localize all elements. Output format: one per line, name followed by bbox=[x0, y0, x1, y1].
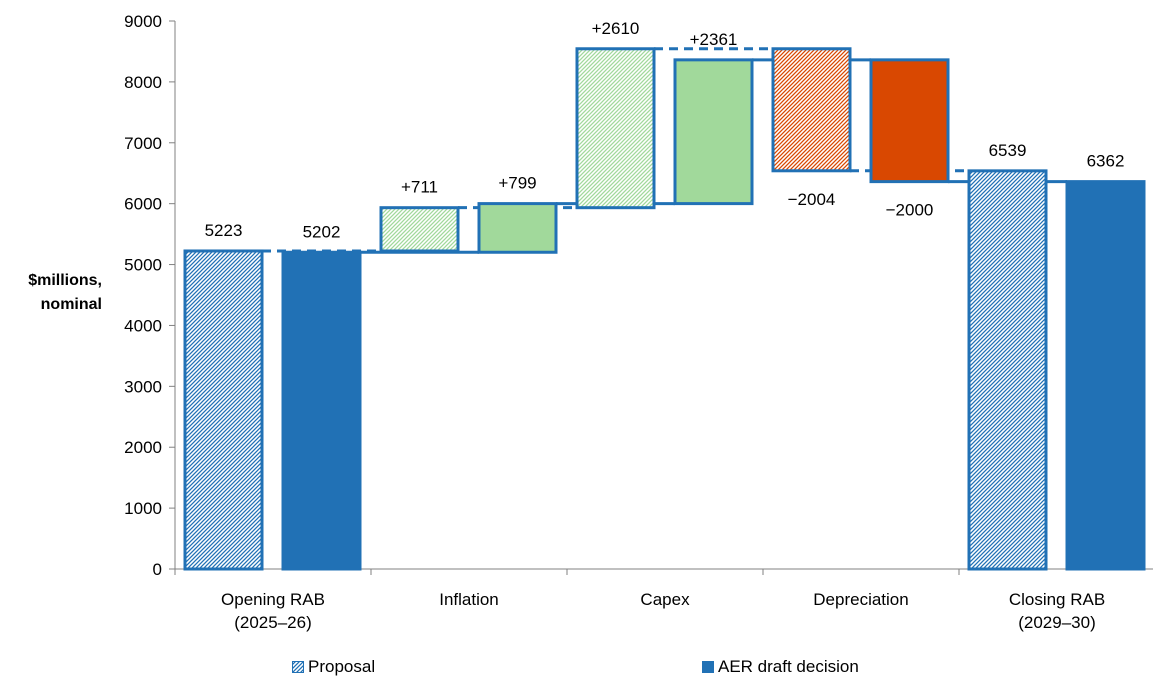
data-label: +2610 bbox=[592, 19, 640, 38]
bar-aer-draft-decision-2 bbox=[673, 58, 754, 206]
legend-item-proposal: Proposal bbox=[292, 657, 375, 677]
data-label: 5202 bbox=[303, 222, 341, 241]
y-tick-label: 9000 bbox=[124, 12, 162, 31]
y-tick-label: 8000 bbox=[124, 73, 162, 92]
data-label: 6539 bbox=[989, 141, 1027, 160]
y-tick-label: 4000 bbox=[124, 316, 162, 335]
y-tick-label: 5000 bbox=[124, 256, 162, 275]
data-label: +711 bbox=[401, 178, 438, 197]
legend-swatch-aer bbox=[702, 661, 714, 673]
x-tick-label: Inflation bbox=[439, 590, 499, 609]
data-label: −2000 bbox=[886, 201, 934, 220]
legend-item-aer-draft-decision: AER draft decision bbox=[702, 657, 859, 677]
y-tick-label: 2000 bbox=[124, 438, 162, 457]
bar-proposal-4 bbox=[967, 169, 1048, 571]
y-tick-label: 1000 bbox=[124, 499, 162, 518]
bar-aer-draft-decision-0 bbox=[281, 250, 362, 571]
data-label: 5223 bbox=[205, 221, 243, 240]
bar-proposal-0 bbox=[183, 249, 264, 571]
x-tick-label: Capex bbox=[640, 590, 690, 609]
bar-aer-draft-decision-4 bbox=[1065, 180, 1146, 571]
legend-swatch-proposal bbox=[292, 661, 304, 673]
data-label: +2361 bbox=[690, 30, 738, 49]
bar-aer-draft-decision-1 bbox=[477, 202, 558, 254]
bar-aer-draft-decision-3 bbox=[869, 58, 950, 184]
y-tick-label: 6000 bbox=[124, 195, 162, 214]
x-axis: Opening RAB (2025–26) Inflation Capex Deprec… bbox=[174, 568, 1153, 632]
legend-label-proposal: Proposal bbox=[308, 657, 376, 676]
legend-label-aer: AER draft decision bbox=[718, 657, 859, 676]
y-tick-label: 7000 bbox=[124, 134, 162, 153]
y-axis: 0 1000 2000 3000 4000 5000 6000 7000 8000 9000 bbox=[124, 12, 176, 579]
data-label: +799 bbox=[498, 174, 536, 193]
x-tick-label: Opening RAB (2025–26) bbox=[221, 590, 325, 632]
bar-proposal-1 bbox=[379, 206, 460, 253]
bars bbox=[183, 47, 1146, 571]
bar-proposal-2 bbox=[575, 47, 656, 210]
x-tick-label: Depreciation bbox=[813, 590, 908, 609]
x-tick-label: Closing RAB (2029–30) bbox=[1009, 590, 1105, 632]
y-tick-label: 3000 bbox=[124, 377, 162, 396]
data-label: −2004 bbox=[788, 190, 836, 209]
y-axis-label: $millions, nominal bbox=[28, 272, 102, 313]
data-labels: 5223 +711 +2610 −2004 6539 5202 +799 +2361 −2000… bbox=[205, 19, 1125, 241]
y-tick-label: 0 bbox=[153, 560, 162, 579]
data-label: 6362 bbox=[1087, 152, 1125, 171]
bar-proposal-3 bbox=[771, 47, 852, 173]
